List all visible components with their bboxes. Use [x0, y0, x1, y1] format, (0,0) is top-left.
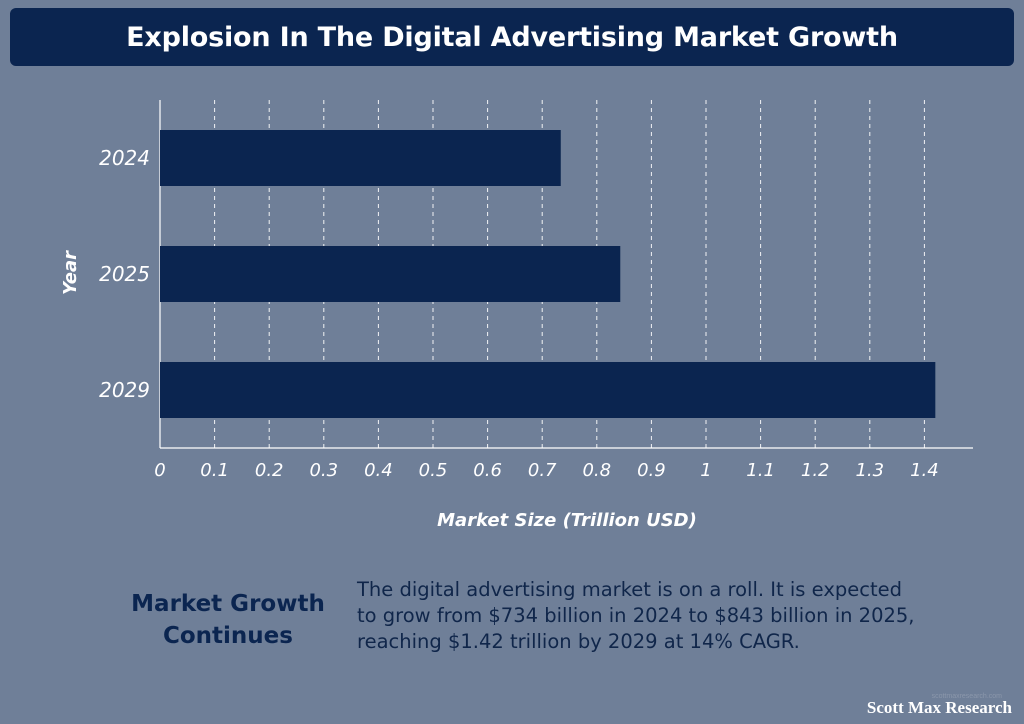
x-tick-label: 1.2	[801, 460, 830, 481]
x-tick-label: 0.9	[637, 460, 666, 481]
bar-2029	[160, 362, 936, 418]
x-tick-label: 0.1	[200, 460, 229, 481]
footer-url: scottmaxresearch.com	[931, 693, 1002, 700]
bar-chart: 2024 2025 2029 0 0.1 0.2 0.3 0.4 0.5 0.6 0.7 0.8 0.9…	[60, 100, 973, 531]
x-axis-title: Market Size (Trillion USD)	[437, 510, 697, 531]
x-tick-label: 0	[154, 460, 165, 481]
x-tick-label: 0.6	[473, 460, 502, 481]
x-tick-label: 0.2	[255, 460, 284, 481]
x-tick-label: 0.8	[582, 460, 611, 481]
x-tick-label: 1.1	[746, 460, 775, 481]
chart-title: Explosion In The Digital Advertising Mar…	[126, 21, 898, 53]
x-tick-label: 1	[700, 460, 711, 481]
callout-body: The digital advertising market is on a r…	[357, 578, 915, 653]
bar-2025	[160, 246, 621, 302]
y-tick-label: 2024	[99, 146, 150, 170]
x-tick-label: 1.3	[855, 460, 884, 481]
x-tick-label: 0.3	[309, 460, 338, 481]
brand-logo: Scott Max Research	[866, 698, 1012, 717]
x-tick-label: 0.5	[419, 460, 448, 481]
y-tick-label: 2029	[99, 378, 150, 402]
callout-title: Market Growth Continues	[131, 591, 325, 649]
y-axis-title: Year	[60, 250, 81, 295]
bar-2024	[160, 130, 561, 186]
x-tick-label: 1.4	[910, 460, 939, 481]
y-tick-label: 2025	[99, 262, 150, 286]
x-tick-label: 0.7	[528, 460, 557, 481]
x-tick-label: 0.4	[364, 460, 393, 481]
title-bar: Explosion In The Digital Advertising Mar…	[10, 8, 1014, 66]
